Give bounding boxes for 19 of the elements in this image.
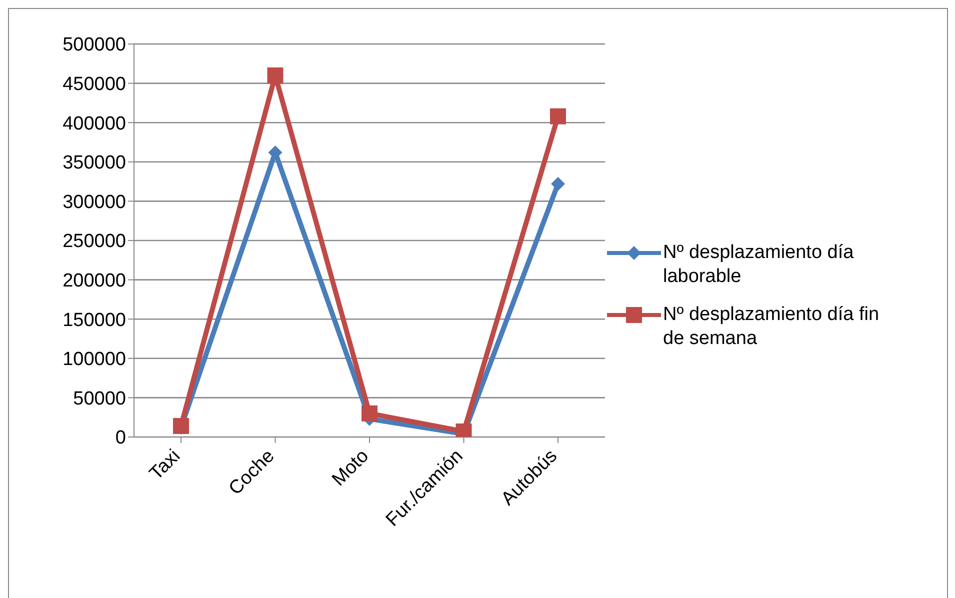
point: [173, 418, 189, 434]
y-tick-label: 250000: [62, 231, 126, 252]
y-tick-label: 100000: [62, 349, 126, 370]
point: [550, 108, 566, 124]
y-tick-label: 0: [115, 428, 126, 449]
y-tick-label: 50000: [73, 388, 126, 410]
x-tick-label: Taxi: [146, 446, 185, 484]
y-tick-label: 400000: [62, 113, 126, 134]
point: [362, 405, 378, 422]
point: [551, 176, 565, 191]
y-tick-label: 200000: [62, 270, 126, 292]
y-tick-label: 350000: [62, 152, 126, 174]
point: [267, 67, 284, 84]
y-tick-label: 500000: [62, 34, 126, 56]
y-tick-label: 300000: [62, 192, 126, 213]
y-tick-label: 150000: [62, 310, 126, 331]
y-tick-label: 450000: [62, 74, 126, 96]
legend-label: Nº desplazamiento día laborable: [663, 241, 855, 289]
legend-label: Nº desplazamiento día fin de semana: [663, 303, 880, 351]
